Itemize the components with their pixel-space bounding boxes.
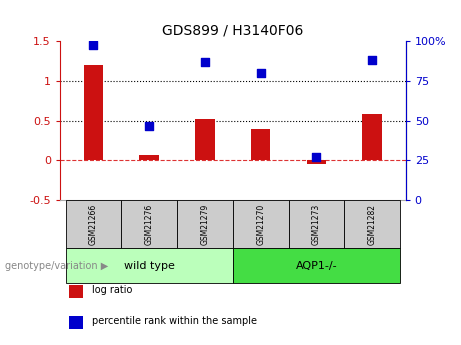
Text: GSM21270: GSM21270 bbox=[256, 204, 265, 245]
Point bbox=[201, 59, 209, 65]
Point bbox=[257, 70, 264, 76]
Text: log ratio: log ratio bbox=[92, 285, 133, 295]
Point bbox=[313, 155, 320, 160]
Bar bbox=[233, 200, 289, 248]
Bar bbox=[307, 160, 326, 164]
Bar bbox=[83, 65, 103, 160]
Text: GSM21276: GSM21276 bbox=[145, 204, 154, 245]
Point bbox=[90, 42, 97, 47]
Bar bbox=[139, 155, 159, 160]
Title: GDS899 / H3140F06: GDS899 / H3140F06 bbox=[162, 23, 303, 38]
Bar bbox=[177, 200, 233, 248]
Text: GSM21279: GSM21279 bbox=[201, 204, 209, 245]
Text: percentile rank within the sample: percentile rank within the sample bbox=[92, 316, 257, 326]
Point bbox=[146, 123, 153, 128]
Text: GSM21273: GSM21273 bbox=[312, 204, 321, 245]
Bar bbox=[65, 200, 121, 248]
Text: AQP1-/-: AQP1-/- bbox=[296, 260, 337, 270]
Bar bbox=[195, 119, 215, 160]
Bar bbox=[65, 248, 233, 283]
Text: GSM21282: GSM21282 bbox=[368, 204, 377, 245]
Text: wild type: wild type bbox=[124, 260, 175, 270]
Bar bbox=[344, 200, 400, 248]
Bar bbox=[121, 200, 177, 248]
Bar bbox=[251, 129, 271, 160]
Text: genotype/variation ▶: genotype/variation ▶ bbox=[5, 260, 108, 270]
Point bbox=[368, 58, 376, 63]
Bar bbox=[362, 115, 382, 160]
Bar bbox=[289, 200, 344, 248]
Bar bbox=[233, 248, 400, 283]
Text: GSM21266: GSM21266 bbox=[89, 204, 98, 245]
